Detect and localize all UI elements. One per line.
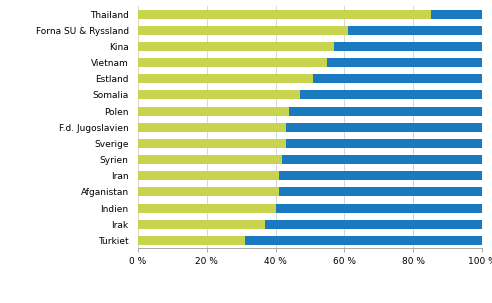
Bar — [286, 123, 482, 132]
Bar — [138, 236, 245, 245]
Bar — [138, 42, 334, 51]
Bar — [138, 204, 276, 212]
Bar — [289, 107, 482, 115]
Bar — [348, 26, 482, 35]
Bar — [138, 74, 313, 83]
Bar — [138, 26, 348, 35]
Bar — [138, 123, 286, 132]
Bar — [138, 188, 279, 196]
Bar — [138, 91, 300, 99]
Bar — [138, 58, 327, 67]
Bar — [279, 188, 482, 196]
Bar — [276, 204, 482, 212]
Bar — [286, 139, 482, 148]
Bar — [327, 58, 482, 67]
Bar — [245, 236, 482, 245]
Bar — [313, 74, 482, 83]
Bar — [430, 10, 482, 18]
Bar — [138, 220, 265, 229]
Bar — [138, 139, 286, 148]
Bar — [138, 171, 279, 180]
Bar — [300, 91, 482, 99]
Bar — [279, 171, 482, 180]
Bar — [138, 155, 282, 164]
Bar — [265, 220, 482, 229]
Bar — [138, 107, 289, 115]
Bar — [282, 155, 482, 164]
Bar — [334, 42, 482, 51]
Bar — [138, 10, 430, 18]
